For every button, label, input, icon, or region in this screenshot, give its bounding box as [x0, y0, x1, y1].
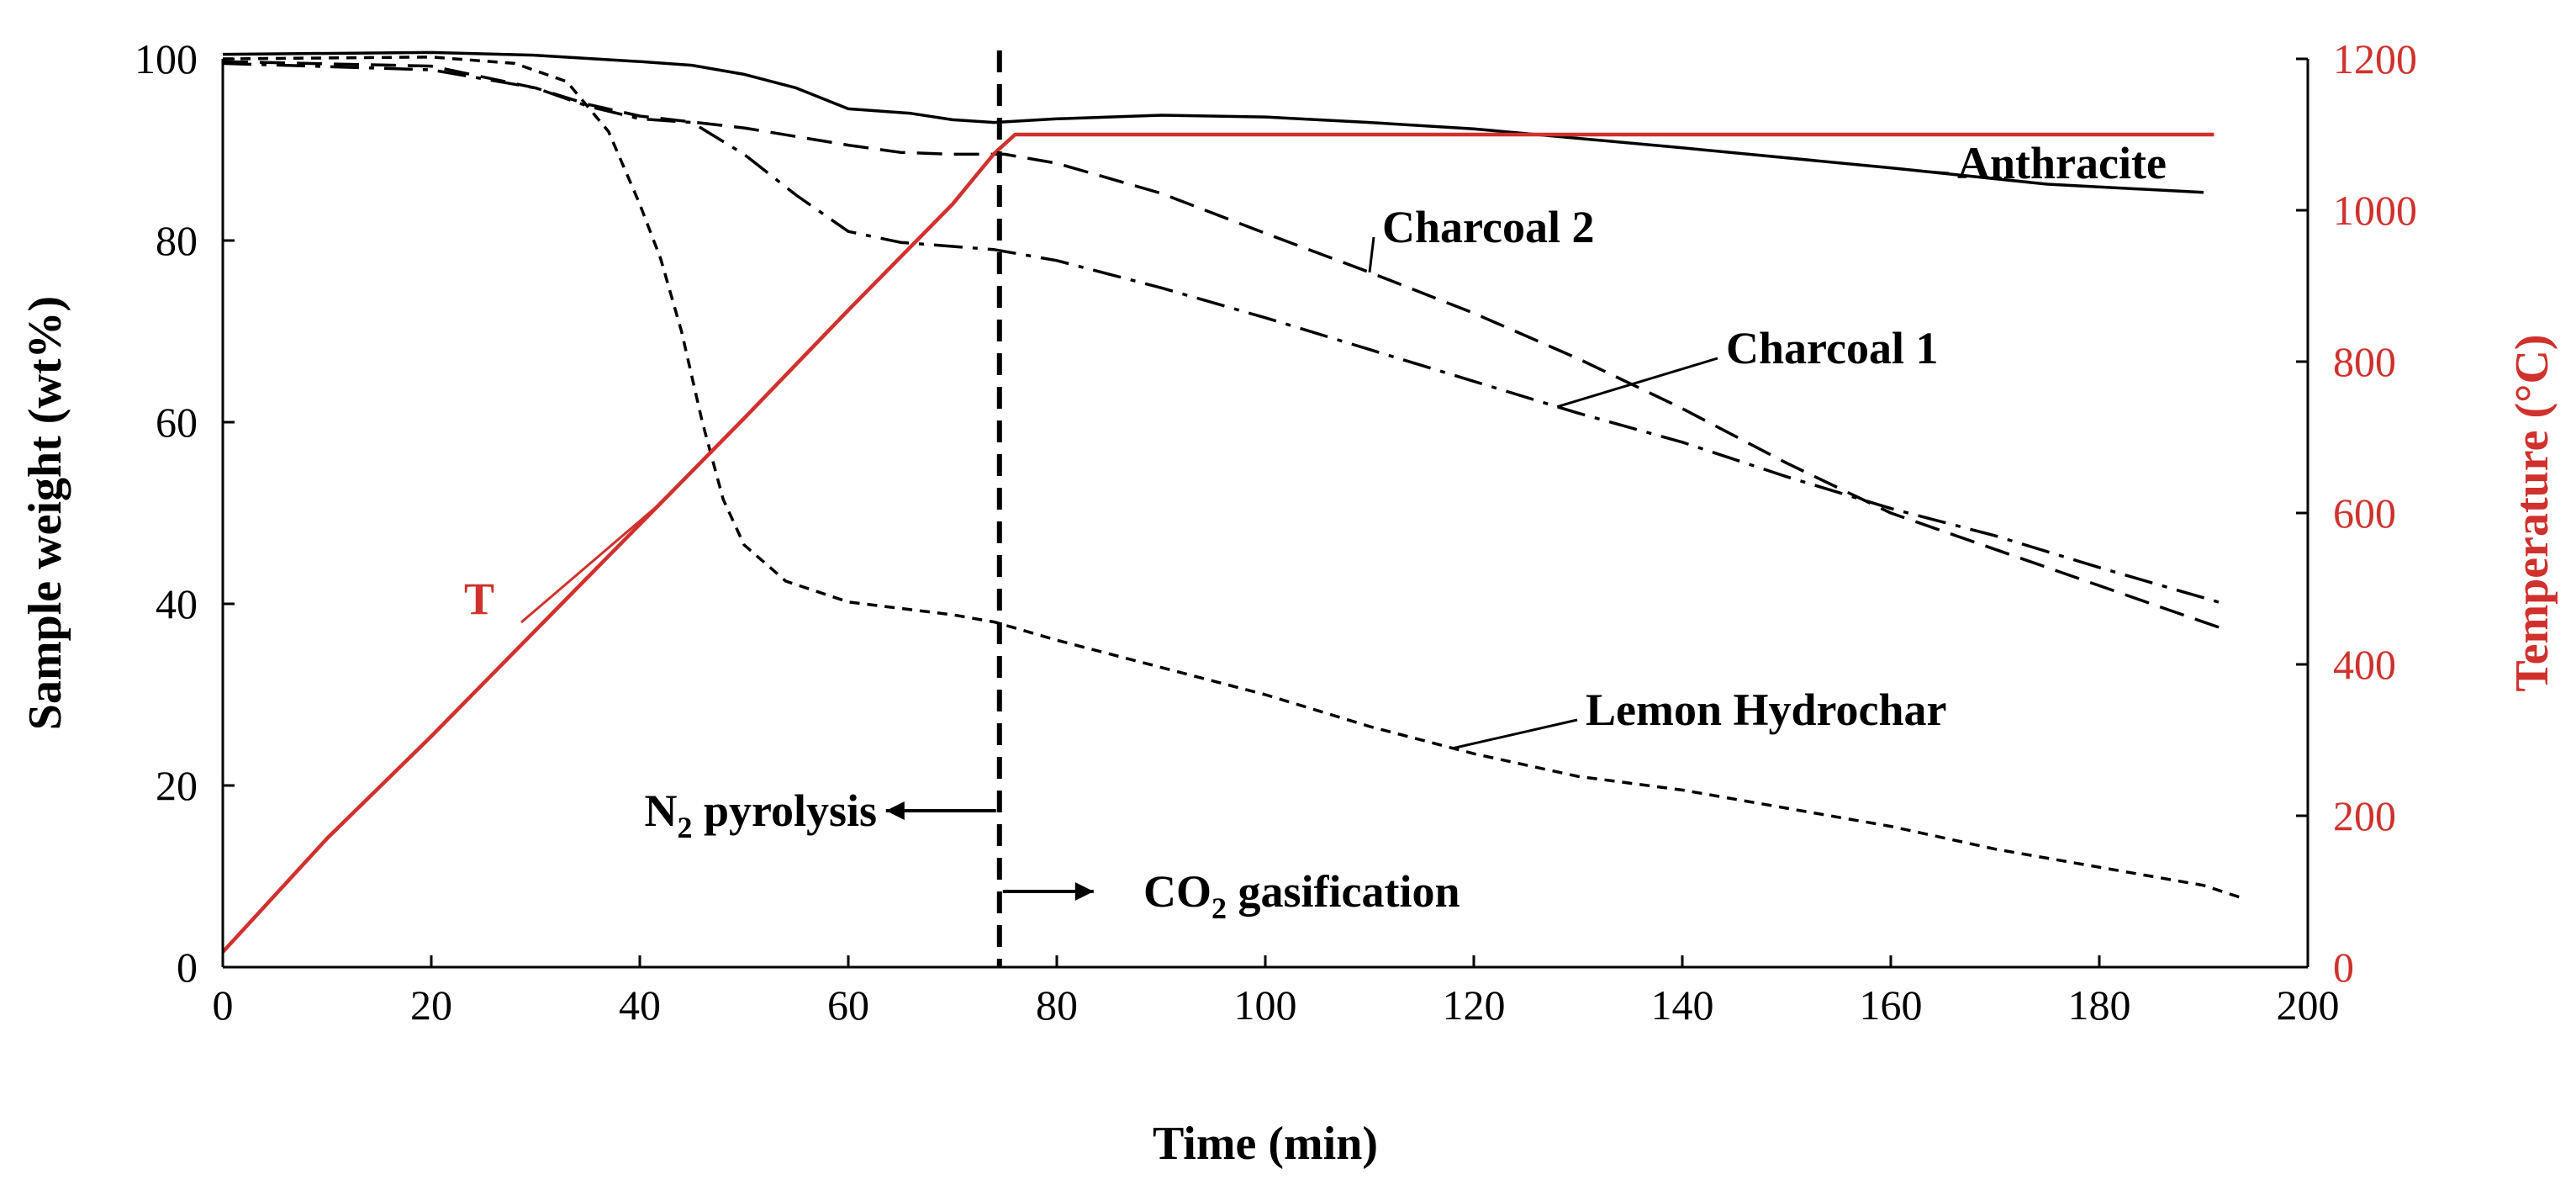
y2-axis-title: Temperature (°C) [2506, 334, 2558, 691]
annotation-n2-pyrolysis: N2 pyrolysis [644, 785, 877, 844]
y-tick-label: 20 [156, 762, 198, 809]
series-line-lemon-hydrochar [222, 56, 2246, 901]
y-tick-label: 40 [156, 580, 198, 627]
annotation-co2-gasification: CO2 gasification [1143, 866, 1460, 925]
x-tick-label: 180 [2068, 981, 2131, 1029]
x-tick-label: 60 [827, 981, 869, 1029]
x-tick-label: 80 [1036, 981, 1078, 1029]
y-tick-label: 100 [135, 35, 198, 82]
y-tick-label: 80 [156, 217, 198, 264]
y2-tick-label: 200 [2333, 792, 2396, 839]
y2-tick-label: 0 [2333, 944, 2354, 991]
annotation-t: T [464, 574, 494, 624]
series-line-charcoal-1 [222, 61, 2225, 606]
leader-line-lemon-hydrochar [1452, 718, 1578, 750]
y2-tick-label: 1200 [2333, 35, 2417, 82]
x-tick-label: 100 [1234, 981, 1297, 1029]
y2-tick-label: 600 [2333, 489, 2396, 537]
x-tick-label: 120 [1443, 981, 1506, 1029]
arrow-head-co2-gasification [1074, 882, 1094, 901]
y-tick-label: 0 [177, 944, 198, 991]
leader-line-charcoal-1 [1556, 357, 1718, 409]
x-tick-label: 140 [1651, 981, 1714, 1029]
annotation-charcoal-1: Charcoal 1 [1726, 323, 1939, 373]
y-axis-title: Sample weight (wt%) [19, 296, 71, 730]
x-tick-label: 40 [619, 981, 661, 1029]
leader-line-charcoal-2 [1368, 236, 1375, 272]
series-line-anthracite [222, 50, 2204, 194]
leader-line-anthracite [1922, 169, 1950, 175]
annotation-anthracite: Anthracite [1957, 138, 2167, 188]
y-tick-label: 60 [156, 399, 198, 446]
series-line-t [221, 132, 2214, 954]
x-tick-label: 200 [2277, 981, 2340, 1029]
y2-tick-label: 1000 [2333, 187, 2417, 234]
x-tick-label: 160 [1860, 981, 1923, 1029]
y2-tick-label: 800 [2333, 338, 2396, 385]
series-line-charcoal-2 [222, 60, 2225, 631]
arrow-head-n2-pyrolysis [885, 801, 905, 820]
leader-line-t [520, 502, 662, 624]
annotation-charcoal-2: Charcoal 2 [1382, 202, 1595, 252]
x-tick-label: 20 [410, 981, 452, 1029]
annotation-lemon-hydrochar: Lemon Hydrochar [1586, 685, 1947, 735]
y2-tick-label: 400 [2333, 641, 2396, 688]
x-axis-title: Time (min) [1153, 1118, 1378, 1170]
x-tick-label: 0 [213, 981, 234, 1029]
